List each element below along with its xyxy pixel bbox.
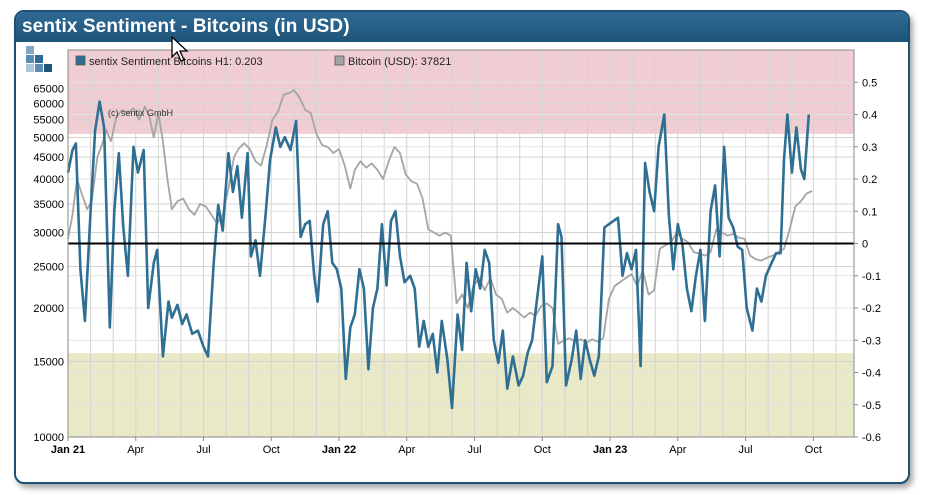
legend-label: Bitcoin (USD): 37821 (348, 56, 451, 68)
x-axis-tick-label: Oct (534, 444, 551, 456)
left-axis-tick-label: 50000 (33, 132, 64, 144)
left-axis-tick-label: 40000 (33, 174, 64, 186)
right-axis-tick-label: 0.5 (862, 77, 877, 89)
right-axis-tick-label: 0 (862, 239, 868, 251)
logo-square (26, 46, 34, 54)
x-axis-tick-label: Jul (468, 444, 482, 456)
x-axis-tick-label: Apr (398, 444, 415, 456)
x-axis-tick-label: Apr (669, 444, 686, 456)
x-axis-tick-label: Jan 21 (51, 444, 85, 456)
x-axis-tick-label: Jan 23 (593, 444, 627, 456)
right-axis-tick-label: -0.4 (862, 368, 881, 380)
right-axis-tick-label: -0.2 (862, 303, 881, 315)
logo-square (44, 64, 52, 72)
x-axis-tick-label: Jan 22 (322, 444, 356, 456)
zone-lower (68, 353, 854, 437)
left-axis-tick-label: 25000 (33, 261, 64, 273)
left-axis-tick-label: 20000 (33, 303, 64, 315)
right-axis-tick-label: 0.4 (862, 110, 877, 122)
right-axis-tick-label: 0.1 (862, 206, 877, 218)
right-axis-tick-label: -0.5 (862, 400, 881, 412)
mouse-cursor-icon (171, 36, 189, 62)
series-line-bitcoin (67, 89, 813, 345)
logo-square (44, 46, 52, 54)
right-axis-tick-label: 0.3 (862, 142, 877, 154)
left-axis-tick-label: 30000 (33, 228, 64, 240)
left-axis-tick-label: 45000 (33, 152, 64, 164)
chart-svg: 10000 15000 20000 25000 30000 35000 40000 45000… (26, 46, 881, 456)
right-axis-tick-label: -0.6 (862, 432, 881, 444)
logo-square (44, 55, 52, 63)
x-axis-tick-label: Oct (805, 444, 822, 456)
chart-watermark: (c) sentix GmbH (108, 108, 173, 118)
x-axis-tick-label: Apr (127, 444, 144, 456)
right-axis-tick-label: -0.1 (862, 271, 881, 283)
x-axis-tick-label: Oct (263, 444, 280, 456)
legend-swatch (75, 55, 86, 66)
logo-square (26, 64, 34, 72)
series-line-sentiment (66, 100, 811, 410)
legend-label: sentix Sentiment Bitcoins H1: 0.203 (89, 56, 263, 68)
left-axis-tick-label: 55000 (33, 115, 64, 127)
left-axis-tick-label: 10000 (33, 432, 64, 444)
chart-panel: sentix Sentiment - Bitcoins (in USD) 100… (14, 10, 910, 484)
left-axis-tick-label: 15000 (33, 357, 64, 369)
x-axis-tick-label: Jul (739, 444, 753, 456)
right-axis-tick-label: -0.3 (862, 335, 881, 347)
logo-square (35, 46, 43, 54)
right-axis-tick-label: 0.2 (862, 174, 877, 186)
legend-swatch (334, 55, 345, 66)
logo-square (35, 55, 43, 63)
x-axis-tick-label: Jul (196, 444, 210, 456)
left-axis-tick-label: 60000 (33, 99, 64, 111)
left-axis-tick-label: 65000 (33, 84, 64, 96)
chart-title: sentix Sentiment - Bitcoins (in USD) (16, 12, 908, 42)
logo-square (26, 55, 34, 63)
left-axis-tick-label: 35000 (33, 199, 64, 211)
logo-square (35, 64, 43, 72)
sentix-logo-icon (26, 46, 52, 72)
